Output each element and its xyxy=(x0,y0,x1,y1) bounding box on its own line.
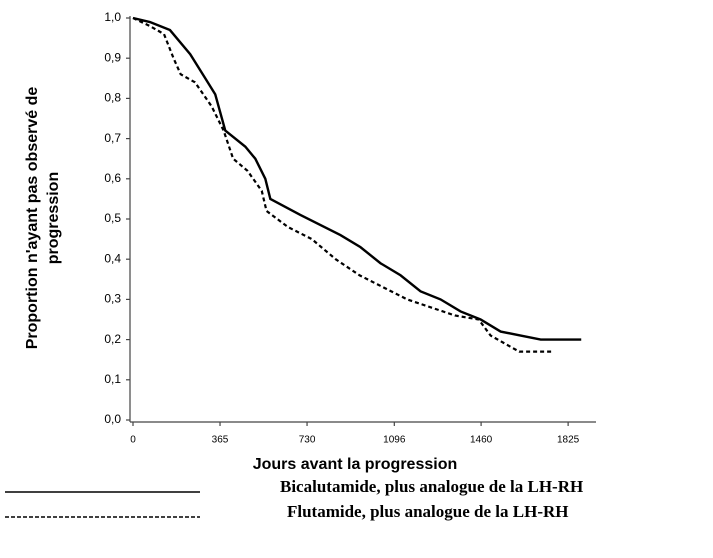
y-tick-label: 0,1 xyxy=(104,372,121,386)
x-axis-label: Jours avant la progression xyxy=(253,456,458,473)
y-tick-label: 0,6 xyxy=(104,171,121,185)
y-axis-label: Proportion n'ayant pas observé de xyxy=(24,87,41,350)
y-tick-label: 0,8 xyxy=(104,91,121,105)
x-tick-label: 1460 xyxy=(470,435,493,446)
y-tick-label: 0,3 xyxy=(104,292,121,306)
y-tick-label: 0,9 xyxy=(104,50,121,64)
y-tick-label: 0,0 xyxy=(104,412,121,426)
x-tick-label: 365 xyxy=(212,435,229,446)
x-tick-label: 0 xyxy=(130,435,136,446)
y-tick-label: 1,0 xyxy=(104,10,121,24)
series-line xyxy=(132,17,553,353)
x-tick-label: 1096 xyxy=(383,435,406,446)
y-tick-label: 0,4 xyxy=(104,251,121,265)
y-tick-label: 0,7 xyxy=(104,131,121,145)
y-axis-label: progression xyxy=(45,172,62,264)
y-tick-label: 0,2 xyxy=(104,332,121,346)
x-tick-label: 1825 xyxy=(557,435,580,446)
legend-label: Bicalutamide, plus analogue de la LH-RH xyxy=(280,477,583,496)
y-tick-label: 0,5 xyxy=(104,211,121,225)
x-tick-label: 730 xyxy=(299,435,316,446)
legend-label: Flutamide, plus analogue de la LH-RH xyxy=(287,502,568,521)
series-line xyxy=(132,16,582,341)
